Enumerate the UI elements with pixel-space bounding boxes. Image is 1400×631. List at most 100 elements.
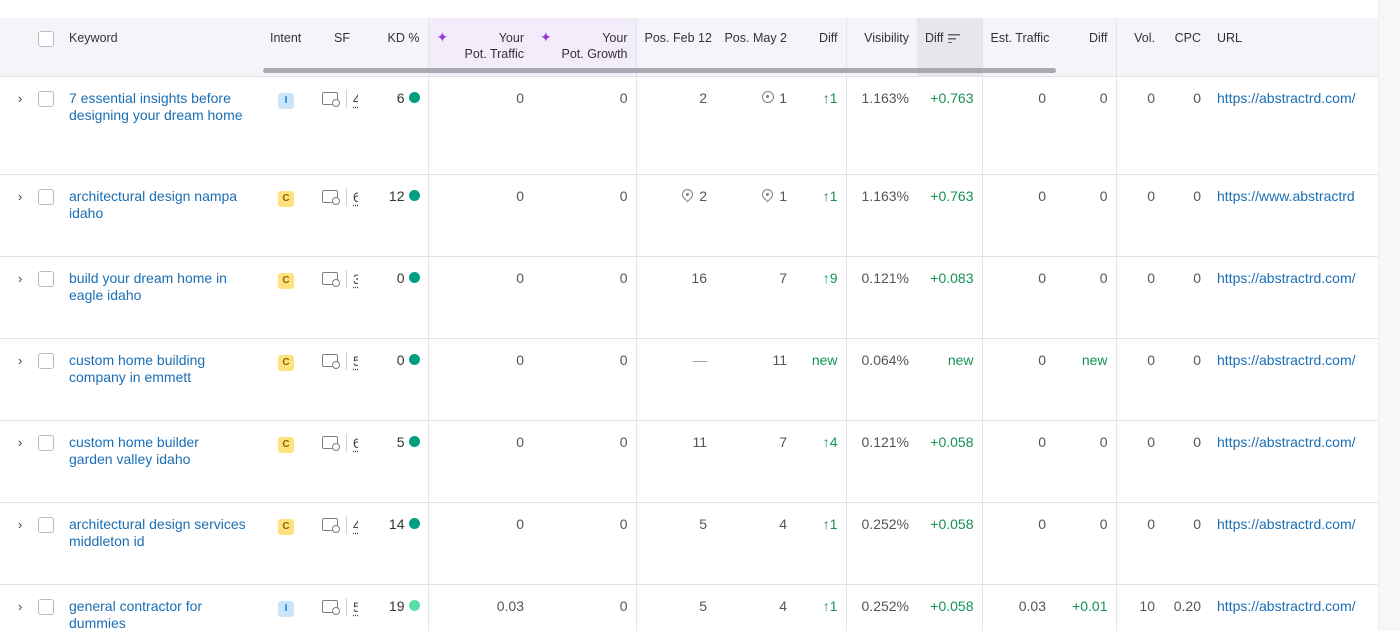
col-cpc[interactable]: CPC (1163, 18, 1209, 77)
pos-feb-value: 16 (691, 269, 707, 286)
keyword-link[interactable]: general contractor for dummies (69, 597, 203, 631)
intent-badge[interactable]: C (278, 354, 294, 371)
pos-may-value: 7 (779, 433, 787, 450)
cpc-cell: 0 (1163, 174, 1209, 256)
sf-count[interactable]: 5 (353, 353, 358, 369)
horizontal-scrollbar[interactable] (263, 68, 1056, 73)
col-keyword-label: Keyword (69, 31, 118, 45)
row-checkbox[interactable] (38, 352, 54, 369)
kd-dot-icon (408, 436, 420, 448)
sf-count[interactable]: 5 (353, 599, 358, 615)
pos-may-cell: 7 (715, 256, 795, 338)
col-intent[interactable]: Intent (262, 18, 314, 77)
url-link[interactable]: https://abstractrd.com/ (1217, 597, 1356, 614)
col-keyword[interactable]: Keyword (61, 18, 262, 77)
keyword-link[interactable]: 7 essential insights before designing yo… (69, 89, 243, 123)
pot-traffic-value: 0 (516, 433, 524, 450)
intent-badge[interactable]: C (278, 190, 294, 207)
col-pos-feb[interactable]: Pos. Feb 12 (636, 18, 715, 77)
visibility-cell: 0.121% (846, 256, 917, 338)
keyword-link[interactable]: custom home builder garden valley idaho (69, 433, 199, 467)
intent-badge[interactable]: C (278, 518, 294, 535)
est-traffic-value: 0 (1038, 515, 1046, 532)
intent-cell: C (262, 174, 314, 256)
ai-sparkle-icon: ✦ (540, 29, 552, 45)
col-sf[interactable]: SF (314, 18, 358, 77)
intent-cell: C (262, 256, 314, 338)
intent-badge[interactable]: I (278, 92, 294, 109)
diff-cell: ↑9 (795, 256, 847, 338)
url-cell: https://abstractrd.com/ (1209, 338, 1400, 420)
chevron-right-icon[interactable]: › (18, 352, 23, 368)
chevron-right-icon[interactable]: › (18, 434, 23, 450)
pos-feb-cell: 5 (636, 584, 715, 631)
kd-cell: 12 (358, 174, 429, 256)
col-pot-growth[interactable]: ✦ Your Pot. Growth (532, 18, 637, 77)
col-pos-may[interactable]: Pos. May 2 (715, 18, 795, 77)
select-all-checkbox[interactable] (38, 31, 54, 48)
url-cell: https://www.abstractrd (1209, 174, 1400, 256)
url-link[interactable]: https://abstractrd.com/ (1217, 89, 1356, 106)
pot-growth-cell: 0 (532, 256, 637, 338)
url-link[interactable]: https://www.abstractrd (1217, 187, 1355, 204)
sf-count[interactable]: 4 (353, 517, 358, 533)
keyword-link[interactable]: architectural design services middleton … (69, 515, 246, 549)
row-checkbox[interactable] (38, 516, 54, 533)
col-pot-traffic[interactable]: ✦ Your Pot. Traffic (428, 18, 532, 77)
col-traffic-diff-label: Diff (1088, 31, 1108, 45)
pot-traffic-value: 0 (516, 187, 524, 204)
sf-count[interactable]: 3 (353, 271, 358, 287)
chevron-right-icon[interactable]: › (18, 516, 23, 532)
col-kd[interactable]: KD % (358, 18, 429, 77)
pot-traffic-cell: 0.03 (428, 584, 532, 631)
col-visibility[interactable]: Visibility (846, 18, 917, 77)
visibility-value: 0.252% (861, 515, 909, 532)
pos-may-cell: 4 (715, 502, 795, 584)
table-row: › custom home building company in emmett… (0, 338, 1400, 420)
chevron-right-icon[interactable]: › (18, 270, 23, 286)
intent-badge[interactable]: C (278, 272, 294, 289)
row-checkbox[interactable] (38, 270, 54, 287)
intent-badge[interactable]: I (278, 600, 294, 617)
url-link[interactable]: https://abstractrd.com/ (1217, 433, 1356, 450)
chevron-right-icon[interactable]: › (18, 598, 23, 614)
col-visibility-diff[interactable]: Diff (917, 18, 983, 77)
kd-dot-icon (408, 272, 420, 284)
row-select-cell: › (0, 256, 61, 338)
chevron-right-icon[interactable]: › (18, 188, 23, 204)
url-link[interactable]: https://abstractrd.com/ (1217, 351, 1356, 368)
keyword-link[interactable]: custom home building company in emmett (69, 351, 206, 385)
col-traffic-diff[interactable]: Diff (1054, 18, 1117, 77)
cpc-value: 0 (1193, 89, 1201, 106)
traffic-diff-value: 0 (1099, 187, 1108, 204)
row-checkbox[interactable] (38, 90, 54, 107)
divider (346, 597, 347, 616)
visibility-cell: 1.163% (846, 76, 917, 174)
vertical-scrollbar[interactable] (1378, 0, 1400, 631)
sf-count[interactable]: 6 (353, 435, 358, 451)
url-cell: https://abstractrd.com/ (1209, 502, 1400, 584)
keyword-link[interactable]: build your dream home in eagle idaho (69, 269, 227, 303)
visibility-diff-value: +0.763 (930, 187, 974, 204)
row-checkbox[interactable] (38, 434, 54, 451)
keyword-cell: general contractor for dummies (61, 584, 262, 631)
chevron-right-icon[interactable]: › (18, 90, 23, 106)
col-diff[interactable]: Diff (795, 18, 847, 77)
row-checkbox[interactable] (38, 188, 54, 205)
col-est-traffic[interactable]: Est. Traffic (982, 18, 1054, 77)
intent-badge[interactable]: C (278, 436, 294, 453)
url-cell: https://abstractrd.com/ (1209, 256, 1400, 338)
pos-feb-value: 2 (699, 187, 707, 204)
sf-count[interactable]: 6 (353, 189, 358, 205)
keywords-table: Keyword Intent SF KD % ✦ Your Pot. Traff… (0, 18, 1400, 631)
diff-value: ↑1 (822, 187, 838, 204)
divider (346, 89, 347, 108)
kd-dot-icon (408, 354, 420, 366)
keyword-link[interactable]: architectural design nampa idaho (69, 187, 238, 221)
sf-count[interactable]: 4 (353, 91, 358, 107)
url-link[interactable]: https://abstractrd.com/ (1217, 269, 1356, 286)
col-url[interactable]: URL (1209, 18, 1400, 77)
url-link[interactable]: https://abstractrd.com/ (1217, 515, 1356, 532)
row-checkbox[interactable] (38, 598, 54, 615)
col-vol[interactable]: Vol. (1116, 18, 1163, 77)
